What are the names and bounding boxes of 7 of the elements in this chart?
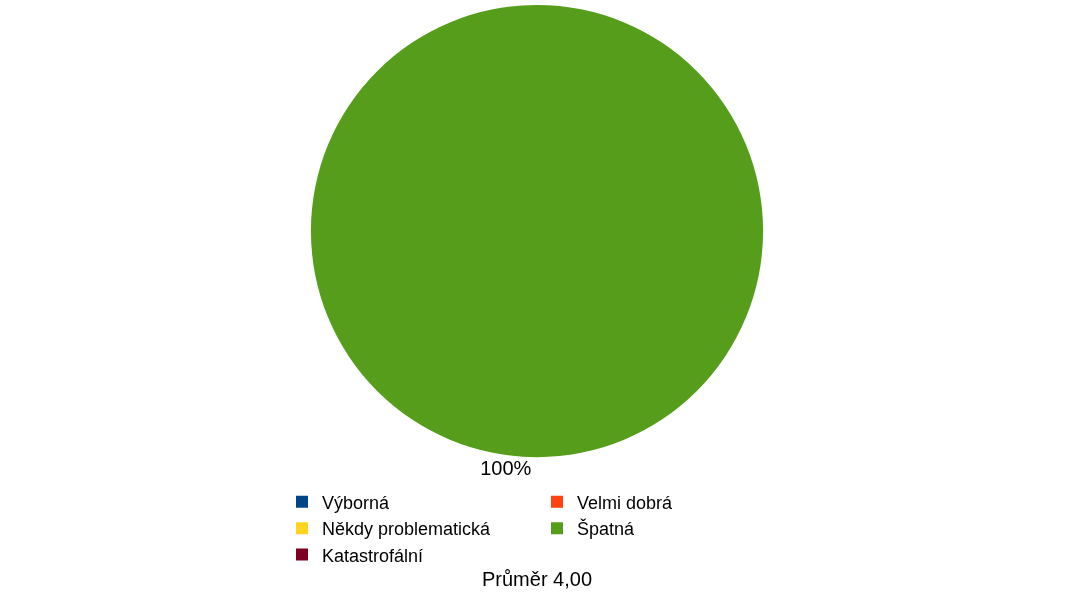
data-label: 100% xyxy=(480,457,532,480)
legend-label: Někdy problematická xyxy=(322,519,492,540)
text: Průměr 4,00 xyxy=(482,568,593,590)
legend-label: Výborná xyxy=(322,492,391,513)
legend-label: Katastrofální xyxy=(322,545,424,566)
legend-label: Velmi dobrá xyxy=(577,492,674,513)
legend-label: Špatná xyxy=(577,518,636,540)
